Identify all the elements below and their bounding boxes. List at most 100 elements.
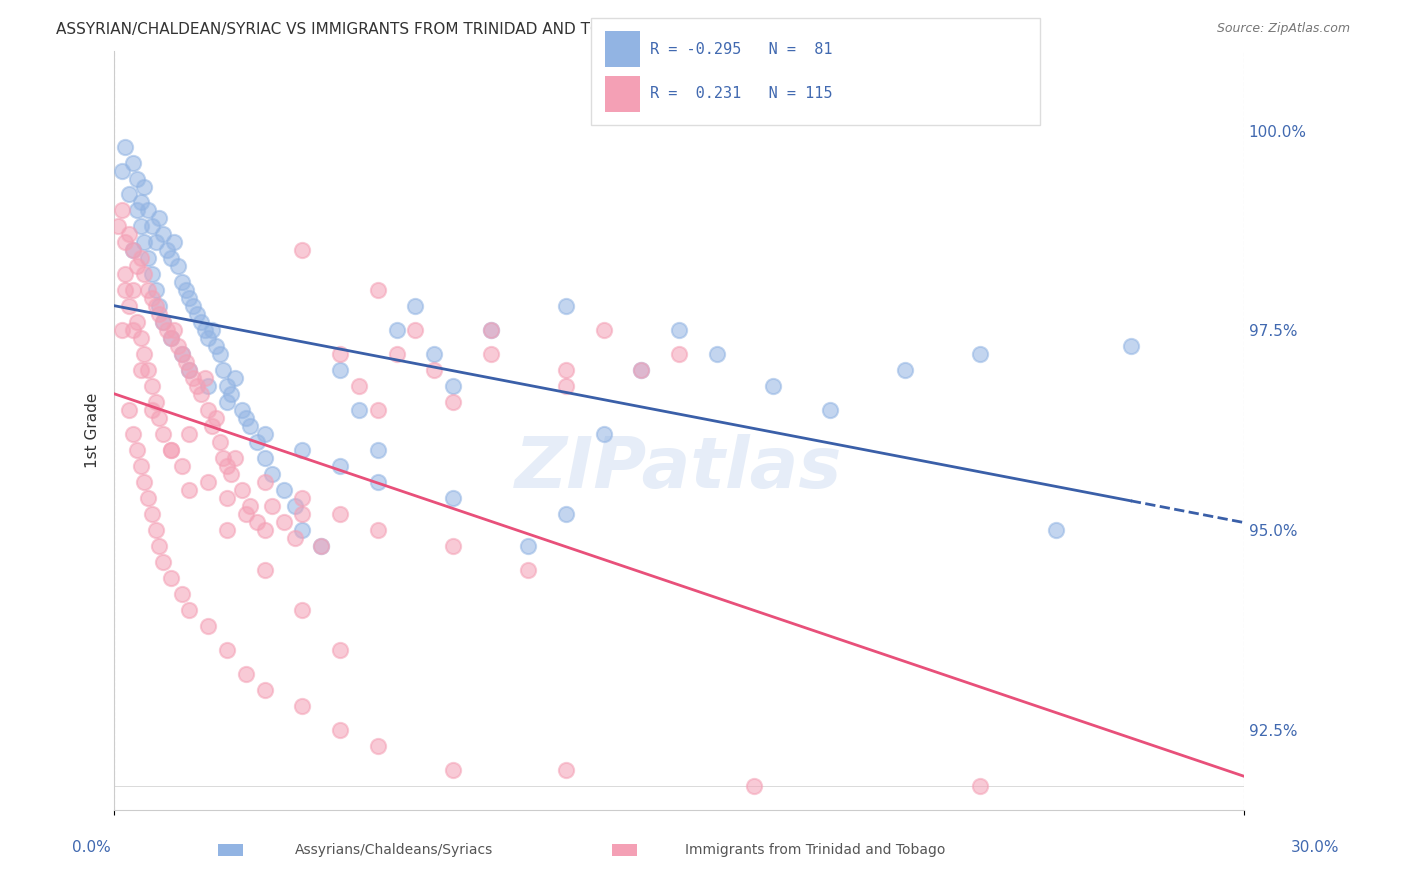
Point xyxy=(197,331,219,345)
Point xyxy=(125,443,148,458)
Y-axis label: 1st Grade: 1st Grade xyxy=(86,392,100,468)
Point xyxy=(217,459,239,474)
Point xyxy=(423,347,446,361)
Point xyxy=(181,299,204,313)
Point xyxy=(329,723,352,737)
Point xyxy=(193,323,215,337)
Point xyxy=(163,323,186,337)
Point xyxy=(555,299,578,313)
Point xyxy=(224,371,246,385)
Point xyxy=(479,323,502,337)
Point xyxy=(291,443,314,458)
Point xyxy=(969,347,991,361)
Point xyxy=(152,555,174,569)
Point xyxy=(1119,339,1142,353)
Point xyxy=(167,339,190,353)
Point xyxy=(134,347,156,361)
Point xyxy=(134,268,156,282)
Point xyxy=(179,483,201,497)
Point xyxy=(152,227,174,242)
Text: ASSYRIAN/CHALDEAN/SYRIAC VS IMMIGRANTS FROM TRINIDAD AND TOBAGO 1ST GRADE CORREL: ASSYRIAN/CHALDEAN/SYRIAC VS IMMIGRANTS F… xyxy=(56,22,908,37)
Point xyxy=(347,403,370,417)
Point xyxy=(253,563,276,577)
Point xyxy=(170,347,193,361)
Point xyxy=(706,347,728,361)
Text: Assyrians/Chaldeans/Syriacs: Assyrians/Chaldeans/Syriacs xyxy=(294,843,494,857)
Point xyxy=(170,587,193,601)
Point xyxy=(122,244,145,258)
Text: 0.0%: 0.0% xyxy=(72,840,111,855)
Point xyxy=(273,515,295,529)
Point xyxy=(148,411,170,425)
Point xyxy=(311,539,333,553)
Point xyxy=(284,531,307,545)
Point xyxy=(253,523,276,537)
Point xyxy=(170,347,193,361)
Point xyxy=(129,252,152,266)
Point xyxy=(212,363,235,377)
Point xyxy=(555,379,578,393)
Point xyxy=(969,779,991,793)
Point xyxy=(159,252,181,266)
Point xyxy=(217,491,239,505)
Point xyxy=(253,427,276,442)
Point xyxy=(107,219,129,234)
Point xyxy=(179,291,201,305)
Point xyxy=(479,347,502,361)
Point xyxy=(291,698,314,713)
Point xyxy=(174,355,197,369)
Point xyxy=(159,443,181,458)
Point xyxy=(1045,523,1067,537)
Point xyxy=(163,235,186,250)
Point xyxy=(555,763,578,777)
Point xyxy=(208,347,231,361)
Point xyxy=(284,499,307,513)
Point xyxy=(118,299,141,313)
Point xyxy=(894,363,917,377)
Point xyxy=(742,779,765,793)
Point xyxy=(125,260,148,274)
Text: R =  0.231   N = 115: R = 0.231 N = 115 xyxy=(650,87,832,101)
Text: Immigrants from Trinidad and Tobago: Immigrants from Trinidad and Tobago xyxy=(685,843,946,857)
Point xyxy=(253,475,276,489)
Point xyxy=(111,163,134,178)
Point xyxy=(630,363,652,377)
Point xyxy=(291,603,314,617)
Point xyxy=(367,443,389,458)
Point xyxy=(219,467,242,482)
Point xyxy=(219,387,242,401)
Point xyxy=(122,284,145,298)
Point xyxy=(239,419,262,434)
Point xyxy=(235,507,257,521)
Point xyxy=(114,268,136,282)
Point xyxy=(253,451,276,466)
Point xyxy=(129,331,152,345)
Point xyxy=(145,235,167,250)
Point xyxy=(152,315,174,329)
Point xyxy=(156,323,179,337)
Point xyxy=(148,539,170,553)
Point xyxy=(208,435,231,450)
Point xyxy=(141,219,163,234)
Point xyxy=(141,291,163,305)
Point xyxy=(291,244,314,258)
Point xyxy=(224,451,246,466)
Point xyxy=(329,363,352,377)
Point xyxy=(122,323,145,337)
Point xyxy=(231,403,253,417)
Point xyxy=(145,299,167,313)
Point xyxy=(181,371,204,385)
Point xyxy=(246,515,269,529)
Point xyxy=(197,379,219,393)
Point xyxy=(145,523,167,537)
Point xyxy=(367,475,389,489)
Point xyxy=(159,331,181,345)
Point xyxy=(235,411,257,425)
Point xyxy=(217,523,239,537)
Point xyxy=(217,395,239,409)
Text: Source: ZipAtlas.com: Source: ZipAtlas.com xyxy=(1216,22,1350,36)
Point xyxy=(291,491,314,505)
Point xyxy=(197,403,219,417)
Point xyxy=(122,244,145,258)
Point xyxy=(148,307,170,321)
